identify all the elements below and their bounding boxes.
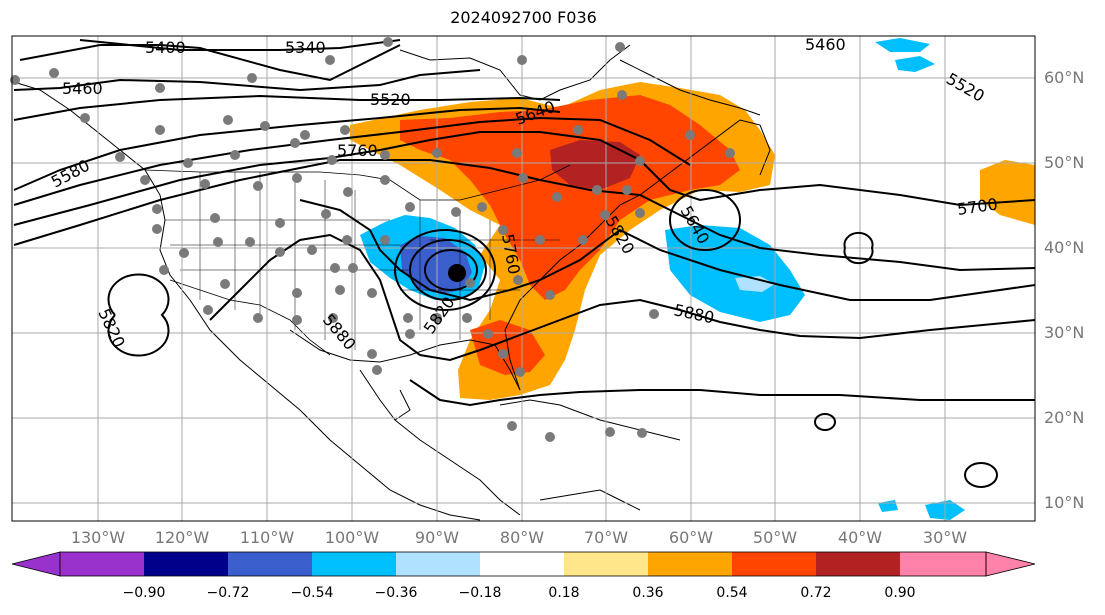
contour-5700 [13,131,1036,226]
map-title: 2024092700 F036 [450,8,597,27]
contour-5400 [19,44,401,82]
cool-anomaly-ne [875,38,930,52]
coastline-layer [13,44,771,521]
contour-5760 [13,159,1036,272]
colorbar-segment [480,552,564,576]
coast-atlantic [504,119,771,391]
colorbar-segment [564,552,648,576]
contour-5520 [13,94,561,121]
lat-label: 60°N [1044,68,1085,87]
colorbar-segment [732,552,816,576]
lat-label: 10°N [1044,493,1085,512]
colorbar-tick: −0.72 [206,585,250,601]
contour-5460 [13,69,481,92]
colorbar-extend-low [11,551,61,577]
state-lines [165,172,560,350]
colorbar-tick: −0.54 [290,585,334,601]
colorbar-tick: 0.90 [884,585,916,601]
lon-label: 110°W [239,528,295,547]
lon-label: 80°W [499,528,545,547]
lat-label: 50°N [1044,153,1085,172]
colorbar-tick: −0.90 [122,585,166,601]
warm-anomaly-red [400,95,740,300]
colorbar-segment [396,552,480,576]
contour-5880 [209,233,1036,362]
contour-low-1 [394,229,497,311]
colorbar-segment [648,552,732,576]
lon-label: 40°W [837,528,883,547]
lat-label: 30°N [1044,323,1085,342]
lat-label: 20°N [1044,408,1085,427]
contour-label: 5460 [62,79,103,98]
contour-5820 [299,199,1036,302]
lon-label: 30°W [922,528,968,547]
contour-ring-ne [669,189,742,251]
colorbar-segment [816,552,900,576]
contour-label: 5760 [337,141,378,160]
coast-pacific-nw [13,81,481,521]
lon-label: 120°W [154,528,210,547]
cool-anomaly-atlantic-inner [735,276,775,292]
station-dots [10,37,735,442]
gridlines [12,36,1035,521]
contour-5640 [13,116,691,206]
contour-label: 5400 [145,38,186,57]
warm-anomaly-core [550,140,640,190]
colorbar-segment [144,552,228,576]
contour-low-3 [424,249,479,291]
height-contours [13,39,1036,488]
contour-high-e1 [843,231,874,265]
lon-label: 70°W [583,528,629,547]
lon-label: 90°W [414,528,460,547]
contour-high-w [107,273,170,357]
lon-label: 60°W [668,528,714,547]
contour-label: 5340 [285,38,326,57]
colorbar-tick: 0.36 [632,585,664,601]
contour-high-e3 [814,413,837,431]
lon-label: 100°W [324,528,380,547]
cool-anomaly-ne2 [895,56,935,72]
coast-labrador [619,59,761,116]
contour-low-2 [409,239,488,301]
map-frame [11,35,1036,522]
contour-5880-south [409,379,1035,407]
colorbar-segment [900,552,986,576]
colorbar-tick: 0.72 [800,585,832,601]
colorbar-tick: 0.18 [548,585,580,601]
contour-5580 [13,106,561,191]
colorbar-segment [228,552,312,576]
storm-center-marker [448,264,466,282]
colorbar-tick: −0.36 [374,585,418,601]
contour-high-e2 [964,462,999,488]
lon-label: 50°W [752,528,798,547]
contour-5340 [79,39,401,51]
colorbar-tick: 0.54 [716,585,748,601]
lat-label: 40°N [1044,238,1085,257]
lon-label: 130°W [70,528,126,547]
colorbar-extend-high [985,551,1036,577]
colorbar-segment [312,552,396,576]
colorbar-tick: −0.18 [458,585,502,601]
contour-label: 5520 [370,90,411,109]
colorbar [11,551,1036,577]
contour-label: 5460 [805,35,846,54]
warm-anomaly-orange-east [980,160,1035,225]
colorbar-segment [60,552,144,576]
